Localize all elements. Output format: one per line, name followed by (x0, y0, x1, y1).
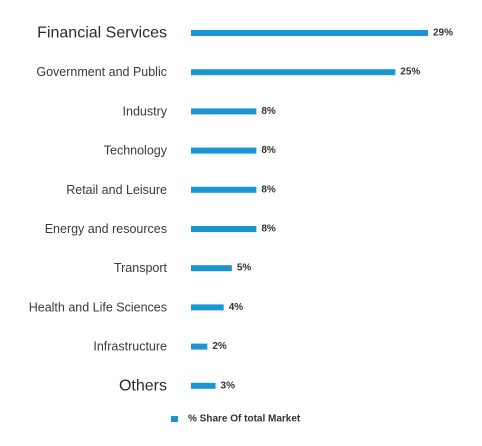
bar (191, 108, 257, 115)
category-label: Technology (104, 144, 168, 158)
data-label: 25% (400, 67, 420, 78)
category-label: Retail and Leisure (66, 183, 167, 197)
data-label: 29% (433, 28, 453, 39)
bar (191, 186, 257, 193)
data-label: 8% (261, 106, 276, 117)
legend-swatch (171, 416, 178, 422)
data-label: 3% (221, 380, 236, 391)
category-label: Industry (123, 104, 168, 118)
bar (191, 226, 257, 232)
category-label: Health and Life Sciences (29, 300, 167, 314)
bar (191, 265, 232, 272)
category-label: Transport (114, 261, 168, 275)
legend-label: % Share Of total Market (188, 414, 301, 425)
data-label: 2% (212, 341, 227, 352)
bar (191, 147, 257, 154)
bar (191, 304, 224, 311)
category-label: Infrastructure (93, 340, 167, 354)
bar (191, 382, 216, 389)
bar (191, 69, 396, 76)
data-label: 8% (261, 224, 276, 235)
bar (191, 343, 208, 350)
data-label: 5% (237, 263, 252, 274)
category-label: Government and Public (36, 65, 167, 79)
category-label: Others (119, 377, 167, 394)
data-label: 8% (261, 184, 276, 195)
category-label: Financial Services (37, 25, 167, 42)
category-label: Energy and resources (45, 222, 167, 236)
data-label: 8% (261, 145, 276, 156)
data-label: 4% (229, 302, 244, 313)
bar (191, 30, 428, 36)
